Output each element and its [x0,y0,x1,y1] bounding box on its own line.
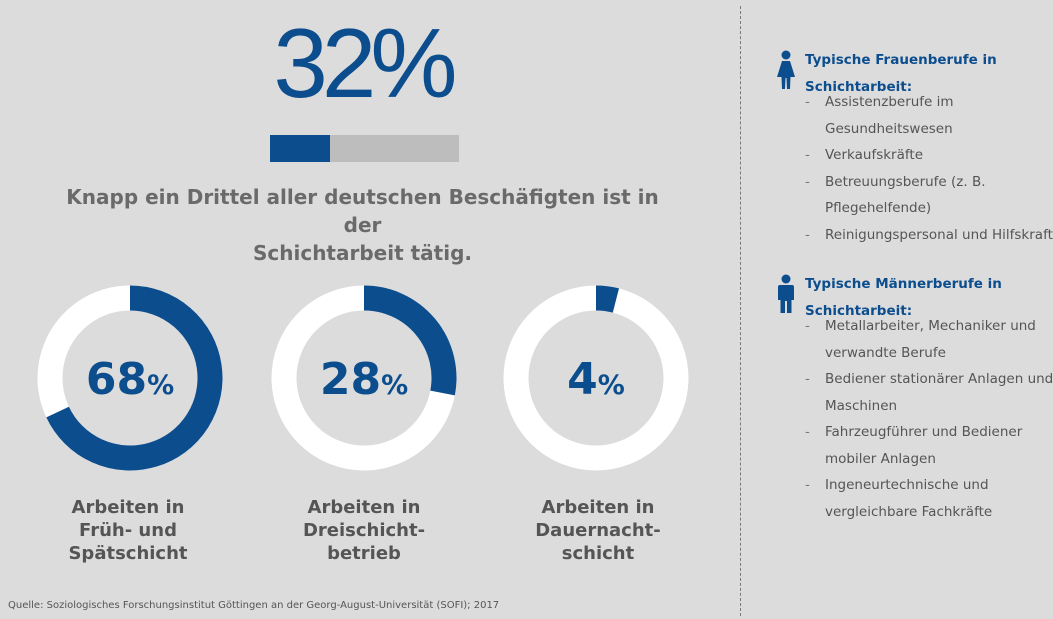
donut-1-unit: % [147,370,174,401]
donut-2-number: 28 [320,354,381,405]
donut-2-unit: % [381,370,408,401]
men-job-item: Fahrzeugführer und Bediener mobiler Anla… [805,419,1053,472]
women-job-item: Assistenzberufe im Gesundheitswesen [805,89,1053,142]
donut-label-2: Arbeiten in Dreischicht- betrieb [264,496,464,565]
subtitle: Knapp ein Drittel aller deutschen Beschä… [60,183,665,267]
women-job-item: Verkaufskräfte [805,142,1053,169]
donut-3-unit: % [598,370,625,401]
donut-3-segment [595,285,620,313]
share-progress-bar [270,135,459,162]
women-jobs-list: Assistenzberufe im Gesundheitswesen Verk… [805,89,1053,248]
donut-label-3-line-2: Dauernacht- [535,520,661,541]
women-job-item: Betreuungsberufe (z. B. Pflegehelfende) [805,169,1053,222]
donut-label-2-line-1: Arbeiten in [307,497,421,518]
donut-label-1-line-2: Früh- und [79,520,177,541]
donut-1-value: 68% [86,354,174,405]
donut-label-1-line-1: Arbeiten in [71,497,185,518]
men-jobs-list: Metallarbeiter, Mechaniker und verwandte… [805,313,1053,525]
donut-3-number: 4 [567,354,598,405]
donut-3-value: 4% [567,354,625,405]
men-job-item: Bediener stationärer Anlagen und Maschin… [805,366,1053,419]
share-progress-fill [270,135,331,162]
column-divider [740,6,741,616]
men-title-line-1: Typische Männerberufe in [805,276,1002,292]
women-title-line-1: Typische Frauenberufe in [805,52,997,68]
subtitle-line-1: Knapp ein Drittel aller deutschen Beschä… [66,185,659,237]
donut-1-segment [46,285,223,471]
donut-label-3: Arbeiten in Dauernacht- schicht [498,496,698,565]
female-person-icon [777,50,795,89]
men-job-item: Metallarbeiter, Mechaniker und verwandte… [805,313,1053,366]
male-person-icon [778,274,794,313]
donut-label-1-line-3: Spätschicht [68,543,188,564]
donut-label-2-line-3: betrieb [327,543,401,564]
donut-2-segment [363,285,457,396]
donut-2-value: 28% [320,354,408,405]
donut-charts: 68% 28% 4% [37,285,689,471]
donut-label-1: Arbeiten in Früh- und Spätschicht [28,496,228,565]
donut-label-3-line-3: schicht [561,543,635,564]
headline-percentage: 32% [273,8,457,118]
women-job-item: Reinigungspersonal und Hilfskraft [805,222,1053,249]
source-note: Quelle: Soziologisches Forschungsinstitu… [8,600,500,611]
donut-label-3-line-1: Arbeiten in [541,497,655,518]
donut-label-2-line-2: Dreischicht- [302,520,426,541]
men-job-item: Ingeneurtechnische und vergleichbare Fac… [805,472,1053,525]
subtitle-line-2: Schichtarbeit tätig. [252,241,472,265]
donut-1-number: 68 [86,354,147,405]
